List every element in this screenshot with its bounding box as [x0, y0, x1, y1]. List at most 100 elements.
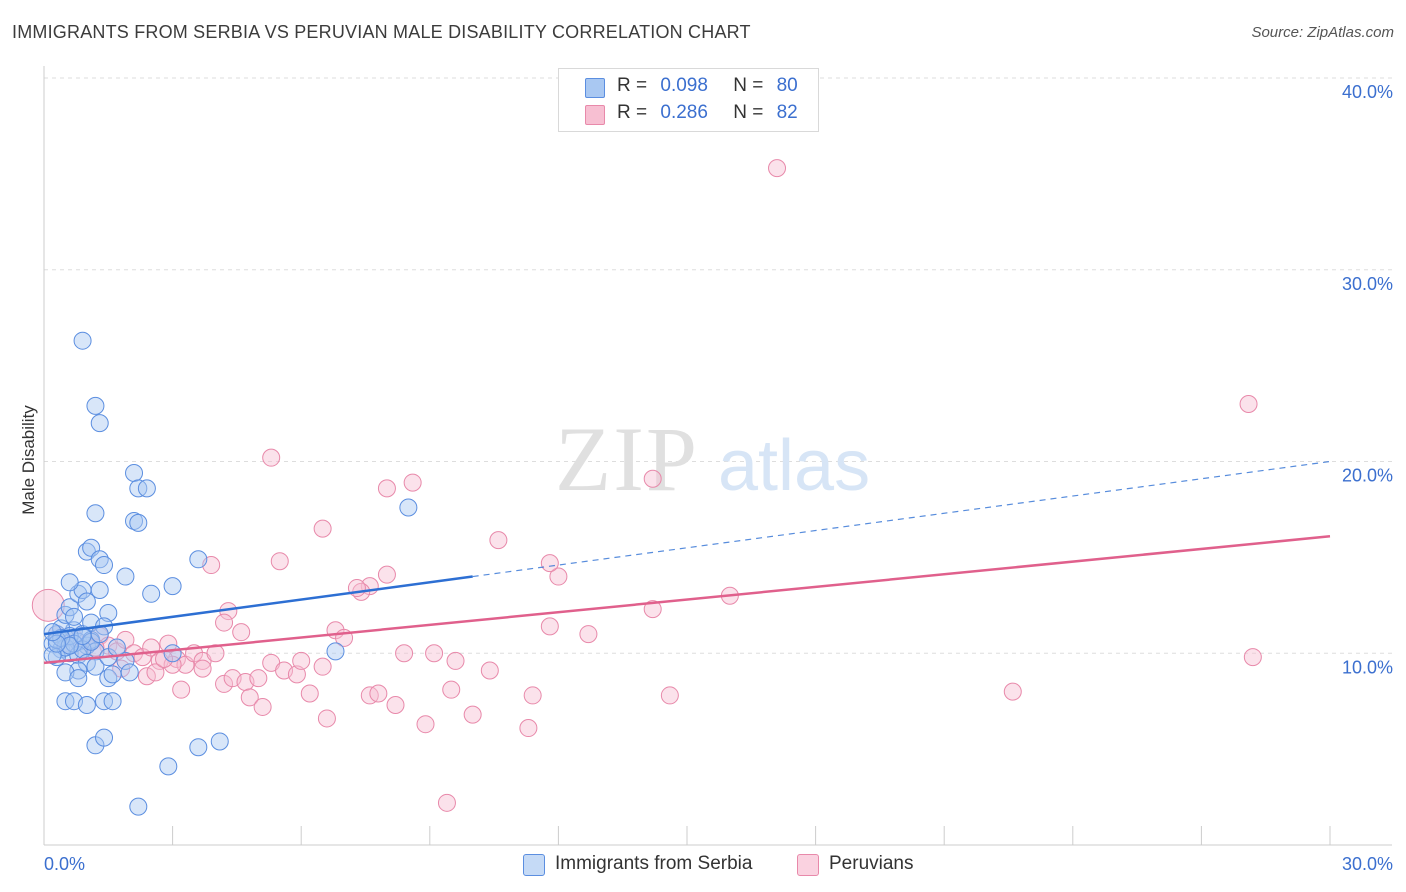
peru-point [249, 669, 268, 688]
peru-point [416, 715, 435, 734]
peru-point [317, 709, 336, 728]
peru-point [660, 686, 679, 705]
peru-point [403, 473, 422, 492]
peru-point [232, 623, 251, 642]
peru-point [643, 600, 662, 619]
serbia-point [95, 728, 114, 747]
serbia-point [47, 634, 66, 653]
peru-point [240, 688, 259, 707]
serbia-legend-label: Immigrants from Serbia [555, 853, 753, 874]
watermark-zip: ZIP [555, 408, 699, 510]
serbia-point [116, 651, 135, 670]
peru-point [1003, 682, 1022, 701]
serbia-point [86, 504, 105, 523]
serbia-point [103, 665, 122, 684]
peru-point [519, 719, 538, 738]
peru-point [31, 588, 65, 622]
peruvians-points [31, 159, 1262, 812]
serbia-point [77, 696, 96, 715]
serbia-points [43, 331, 418, 816]
serbia-point [326, 642, 345, 661]
x-tick-label-min: 0.0% [44, 854, 85, 874]
serbia-point [95, 556, 114, 575]
serbia-point [73, 626, 92, 645]
watermark-atlas: atlas [718, 426, 870, 506]
peru-point [137, 667, 156, 686]
peru-point [540, 617, 559, 636]
tick-labels: 10.0% 20.0% 30.0% 40.0% 0.0% 30.0% [44, 82, 1393, 874]
chart-title: IMMIGRANTS FROM SERBIA VS PERUVIAN MALE … [12, 22, 751, 42]
y-tick-label: 40.0% [1342, 82, 1393, 102]
serbia-point [189, 550, 208, 569]
serbia-point [210, 732, 229, 751]
peru-legend-label: Peruvians [829, 853, 914, 874]
serbia-point [107, 638, 126, 657]
serbia-point [60, 573, 79, 592]
peru-point [386, 696, 405, 715]
peru-point [480, 661, 499, 680]
y-tick-label: 20.0% [1342, 466, 1393, 486]
peru-point [442, 680, 461, 699]
peru-point [377, 479, 396, 498]
serbia-trendline-extension [472, 460, 1331, 578]
serbia-point [142, 584, 161, 603]
peru-point [172, 680, 191, 699]
peru-point [193, 659, 212, 678]
peru-point [437, 793, 456, 812]
trend-layer [43, 460, 1331, 665]
serbia-legend-swatch [523, 854, 545, 876]
peru-point [489, 531, 508, 550]
serbia-point [90, 580, 109, 599]
peru-point [253, 697, 272, 716]
peru-point [377, 565, 396, 584]
grid-layer [44, 77, 1392, 654]
serbia-point [99, 603, 118, 622]
peru-point [523, 686, 542, 705]
peru-point [540, 554, 559, 573]
axis-layer [43, 66, 1392, 846]
serbia-point [103, 692, 122, 711]
peru-n-label: N = [733, 102, 764, 123]
peru-swatch [585, 105, 605, 125]
peru-point [768, 159, 787, 178]
peru-legend-swatch [797, 854, 819, 876]
peru-point [579, 625, 598, 644]
peru-point [313, 657, 332, 676]
peru-point [369, 684, 388, 703]
y-tick-label: 10.0% [1342, 657, 1393, 677]
correlation-legend: R = 0.098 N = 80 R = 0.286 N = 82 [558, 68, 819, 132]
peru-point [1239, 394, 1258, 413]
peru-point [146, 663, 165, 682]
peru-point [463, 705, 482, 724]
source-label: Source: ZipAtlas.com [1251, 24, 1394, 41]
serbia-n-value: 80 [776, 75, 798, 96]
y-tick-label: 30.0% [1342, 274, 1393, 294]
serbia-point [86, 396, 105, 415]
serbia-point [159, 757, 178, 776]
peru-point [215, 613, 234, 632]
series-legend: Immigrants from Serbia Peruvians [0, 852, 1406, 878]
serbia-point [163, 577, 182, 596]
serbia-swatch [585, 78, 605, 98]
serbia-point [189, 738, 208, 757]
peru-point [215, 674, 234, 693]
serbia-point [129, 513, 148, 532]
serbia-point [69, 669, 88, 688]
x-tick-label-max: 30.0% [1342, 854, 1393, 874]
peru-point [549, 567, 568, 586]
serbia-point [120, 663, 139, 682]
serbia-point [60, 598, 79, 617]
serbia-n-label: N = [733, 75, 764, 96]
serbia-point [399, 498, 418, 517]
peru-point [425, 644, 444, 663]
peru-point [292, 651, 311, 670]
serbia-point [65, 607, 84, 626]
peru-point [446, 651, 465, 670]
serbia-r-value: 0.098 [660, 75, 708, 96]
serbia-point [116, 567, 135, 586]
peru-point [643, 469, 662, 488]
serbia-point [125, 464, 144, 483]
serbia-point [77, 592, 96, 611]
serbia-point [73, 331, 92, 350]
